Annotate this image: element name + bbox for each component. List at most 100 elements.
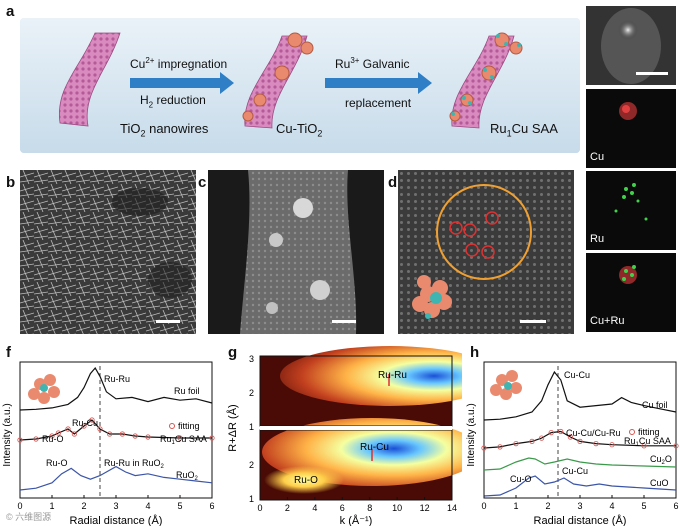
merge-map-label: Cu+Ru [590,315,625,327]
series-line-cu2o [483,457,677,471]
series-line-cuo [483,475,677,497]
annot-g-ru-o: Ru-O [294,475,318,486]
ru-map: Ru [586,171,676,250]
chart-g-xlabel: k (Å⁻¹) [340,514,373,526]
fit-point [81,423,87,429]
tio2-nanowires-label: TiO2 nanowires [120,121,209,139]
fit-point [593,441,599,447]
fit-point [513,441,519,447]
annot-f-ru-foil: Ru foil [174,386,200,396]
annot-h-cucu-curu: Cu-Cu/Cu-Ru [566,428,621,438]
schematic-background: Cu2+ impregnation H2 reduction Ru3+ Galv… [20,18,580,153]
hr-haadf-image-d [398,170,574,334]
x-tick-label: 12 [420,503,430,513]
cu-map: Cu [586,89,676,168]
annot-h-cu-cu-low: Cu-Cu [562,466,588,476]
step2-top-label: Ru3+ Galvanic [335,56,410,71]
annot-f-fitting: fitting [178,421,200,431]
fit-point [89,417,95,423]
panel-label-h: h [470,344,480,361]
annot-f-ru-o-mid: Ru-O [42,434,64,444]
chart-h-ylabel: Intensity (a.u.) [466,403,477,466]
haadf-image-e [586,6,676,85]
fit-point [641,443,647,449]
fit-point [481,445,487,451]
x-tick-label: 1 [49,501,54,511]
fit-point [17,437,23,443]
y-tick-label-top: 3 [249,354,254,364]
x-tick-label: 5 [177,501,182,511]
annot-h-cu-foil: Cu foil [642,400,668,410]
series-line-ru-foil [19,366,213,411]
annot-f-ruo2: RuO2 [176,470,199,482]
fitting-marker-f [169,423,175,429]
cluster-model-h [490,370,522,400]
arrow-step-2 [325,72,432,94]
fitting-marker-h [629,429,635,435]
x-tick-label: 3 [113,501,118,511]
watermark: © 六维图源 [6,512,52,522]
y-tick-label-bottom: 1 [249,494,254,504]
x-tick-label: 2 [285,503,290,513]
fit-point [609,442,615,448]
fit-point [177,435,183,441]
wt-top-contour [280,346,462,406]
fit-point [71,431,78,437]
series-line-ru1cu-saa [483,430,676,449]
fit-point [55,430,62,436]
fit-point [577,438,583,445]
y-tick-label-bottom: 2 [249,460,254,470]
cluster-model-d [412,275,452,319]
ru1cu-saa-nanowire [449,32,523,129]
step1-top-label: Cu2+ impregnation [130,56,228,71]
annot-h-cu-cu-top: Cu-Cu [564,370,590,380]
x-tick-label: 14 [447,503,457,513]
annot-h-cu-o: Cu-O [510,474,532,484]
annot-g-ru-ru: Ru-Ru [378,370,407,381]
cu-ru-overlay-map: Cu+Ru [586,253,676,332]
annot-h-ru1cu: Ru1Cu SAA [624,436,671,448]
annot-f-ru-cu: Ru-Cu [72,418,98,428]
y-tick-label-top: 2 [249,388,254,398]
fit-point [209,435,215,441]
annot-g-ru-cu: Ru-Cu [360,442,389,453]
series-line-cu-foil [483,370,677,421]
x-tick-label: 0 [17,501,22,511]
fit-point [33,436,39,442]
fit-point [107,431,113,437]
wt-ru-o-spot [264,466,344,494]
fit-point [567,434,574,440]
cu-map-label: Cu [590,151,605,163]
cu-tio2-nanowire [242,32,314,129]
chart-h-xlabel: Radial distance (Å) [534,514,627,526]
fit-point [65,426,71,432]
x-tick-label: 6 [340,503,345,513]
haadf-image-c [208,170,384,334]
panel-label-a: a [6,3,15,20]
panel-label-g: g [228,344,238,361]
x-tick-label: 4 [609,501,614,511]
chart-f-xlabel: Radial distance (Å) [70,514,163,526]
x-tick-label: 10 [392,503,402,513]
series-line-ruo2 [19,465,213,491]
schematic-illustration [20,18,580,153]
x-tick-label: 8 [367,503,372,513]
x-tick-label: 2 [81,501,86,511]
step1-bottom-label: H2 reduction [140,93,206,110]
fit-point [49,433,55,439]
x-tick-label: 1 [513,501,518,511]
fit-point [145,434,151,440]
arrow-step-1 [130,72,234,94]
fit-point [673,443,679,449]
annot-f-ru-ru: Ru-Ru [104,374,130,384]
ru1cu-saa-label: Ru1Cu SAA [490,121,558,139]
panel-label-f: f [6,344,11,361]
fit-point [497,444,503,450]
x-tick-label: 5 [641,501,646,511]
fit-point [558,428,564,435]
cluster-model-f [28,374,60,404]
fit-point [529,438,535,445]
sem-image-b [20,170,196,334]
annot-h-cu2o: Cu2O [650,454,672,466]
